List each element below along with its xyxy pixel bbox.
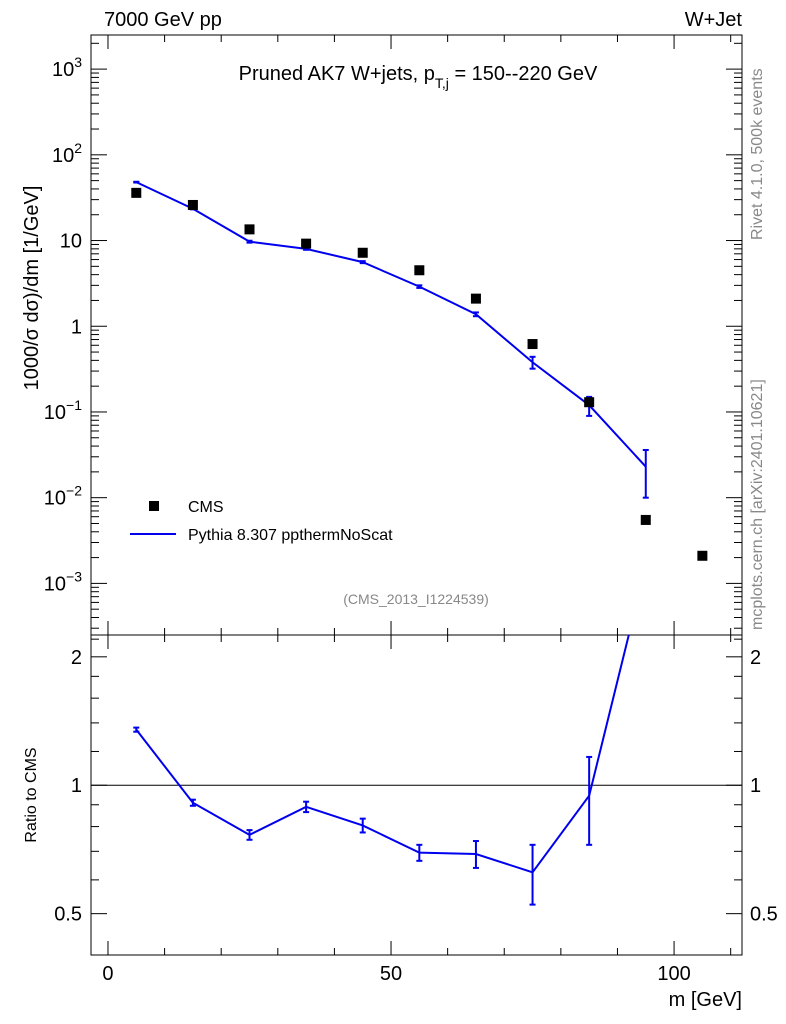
y-tick-label: 10−1 xyxy=(44,397,82,424)
x-tick-label: 50 xyxy=(380,963,402,985)
data-point xyxy=(584,397,595,408)
title-subscript: T,j xyxy=(435,75,449,91)
data-point xyxy=(697,550,708,561)
ratio-tick-label-left: 2 xyxy=(71,647,82,669)
y-tick-base: 10 xyxy=(44,402,66,424)
ratio-tick-label-right: 0.5 xyxy=(750,904,778,926)
data-point xyxy=(470,293,481,304)
y-tick-label: 103 xyxy=(52,54,82,81)
x-axis-label: m [GeV] xyxy=(669,989,742,1011)
y-tick-base: 10 xyxy=(44,488,66,510)
x-tick-label: 0 xyxy=(102,963,113,985)
data-point xyxy=(301,238,312,249)
y-tick-exponent: 2 xyxy=(74,140,82,156)
data-point xyxy=(187,199,198,210)
ratio-tick-label-left: 1 xyxy=(71,775,82,797)
y-tick-label: 10 xyxy=(60,231,82,253)
y-tick-base: 10 xyxy=(52,145,74,167)
energy-label: 7000 GeV pp xyxy=(104,9,222,31)
data-point xyxy=(244,224,255,235)
x-tick-label: 100 xyxy=(657,963,690,985)
title-suffix: = 150--220 GeV xyxy=(449,63,598,85)
y-axis-label: 1000/σ dσ)/dm [1/GeV] xyxy=(21,186,43,391)
mc-line xyxy=(135,181,647,468)
y-tick-label: 10−3 xyxy=(44,568,82,595)
y-tick-base: 10 xyxy=(44,573,66,595)
mcplots-info: mcplots.cern.ch [arXiv:2401.10621] xyxy=(749,379,766,630)
y-tick-label: 1 xyxy=(71,316,82,338)
y-tick-exponent: −2 xyxy=(66,483,82,499)
data-point xyxy=(357,247,368,258)
data-point xyxy=(414,265,425,276)
data-point xyxy=(640,514,651,525)
y-tick-exponent: −1 xyxy=(66,397,82,413)
legend-data-marker xyxy=(149,501,159,511)
ratio-tick-label-left: 0.5 xyxy=(54,904,82,926)
data-point xyxy=(527,339,538,350)
title-prefix: Pruned AK7 W+jets, p xyxy=(239,63,435,85)
process-label: W+Jet xyxy=(685,9,743,31)
ratio-line xyxy=(135,634,630,874)
y-tick-base: 10 xyxy=(52,59,74,81)
ratio-plot-marks xyxy=(91,634,742,906)
main-plot-marks xyxy=(131,180,708,561)
legend-data-label: CMS xyxy=(188,499,224,516)
data-point xyxy=(131,187,142,198)
legend-mc-label: Pythia 8.307 ppthermNoScat xyxy=(188,527,393,544)
plot-title: Pruned AK7 W+jets, pT,j = 150--220 GeV xyxy=(239,63,598,91)
ratio-y-axis-label: Ratio to CMS xyxy=(23,747,40,842)
ratio-tick-label-right: 1 xyxy=(750,775,761,797)
main-panel-frame xyxy=(90,34,743,636)
y-tick-label: 10−2 xyxy=(44,483,82,510)
analysis-id: (CMS_2013_I1224539) xyxy=(343,591,489,607)
ratio-tick-label-right: 2 xyxy=(750,647,761,669)
y-tick-exponent: 3 xyxy=(74,54,82,70)
y-tick-exponent: −3 xyxy=(66,568,82,584)
rivet-info: Rivet 4.1.0, 500k events xyxy=(749,68,766,240)
y-tick-label: 102 xyxy=(52,140,82,167)
ratio-panel-frame xyxy=(90,634,743,956)
